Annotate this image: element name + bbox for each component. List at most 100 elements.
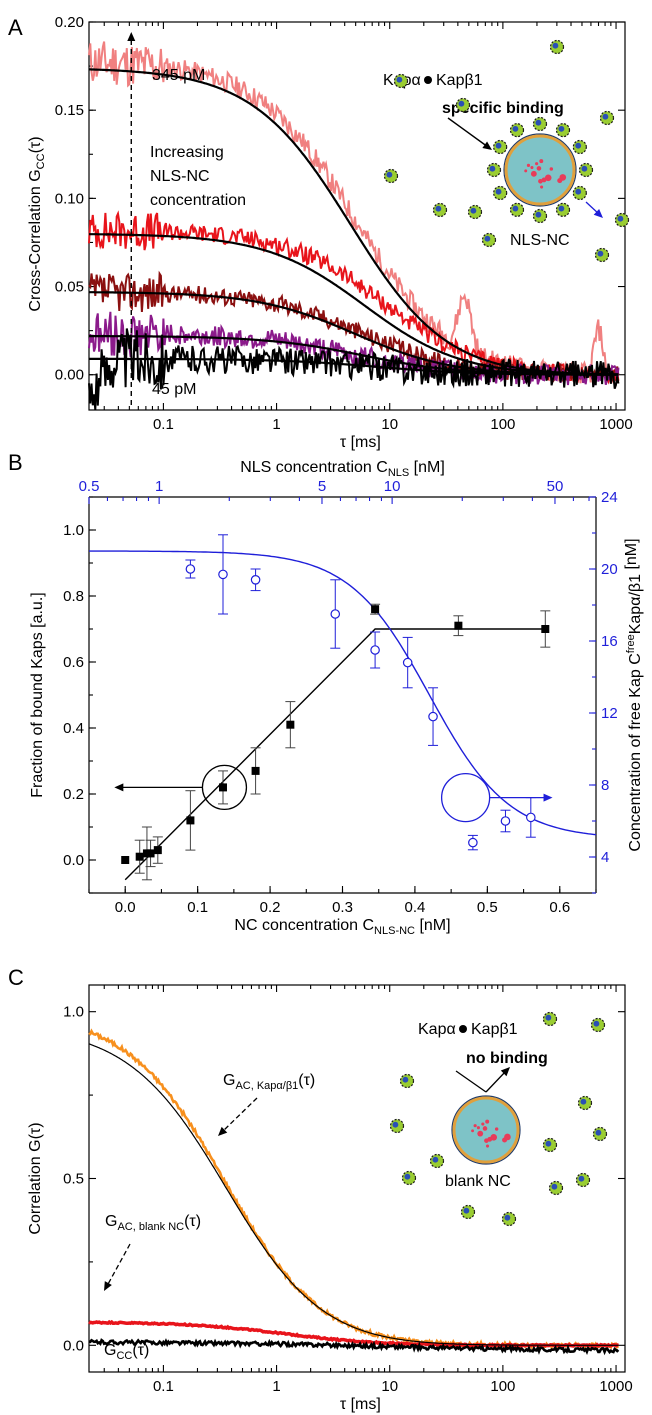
- nc-cargo-dot: [477, 1130, 484, 1137]
- annotation-increasing-2: concentration: [150, 192, 246, 209]
- free-kap-2: [455, 97, 471, 113]
- x-tick-label: 0.2: [260, 899, 281, 916]
- no-binding-line-left: [455, 1070, 487, 1093]
- bound-point: [135, 852, 144, 861]
- nc-cargo-dot: [485, 1119, 490, 1124]
- kap-blue-core: [470, 207, 477, 214]
- free-kap-2: [399, 1073, 415, 1089]
- free-kap-4: [383, 168, 399, 184]
- free-kap-5: [432, 202, 448, 218]
- annotation-bottom-concentration: 45 pM: [152, 381, 196, 398]
- gac-kap-arrow-line: [221, 1097, 258, 1133]
- kap-blue-core: [386, 171, 393, 178]
- free-kap-9: [614, 212, 630, 228]
- nc-cargo-dot: [526, 163, 531, 167]
- bound-kap: [493, 139, 508, 155]
- free-kap-0: [542, 1011, 558, 1027]
- y-tick-label: 0.0: [63, 852, 84, 869]
- x-axis-label: τ [ms]: [340, 434, 381, 451]
- free-point: [185, 564, 196, 574]
- nc-cargo-dot: [485, 1144, 490, 1148]
- top-x-tick-label: 1: [155, 478, 163, 495]
- free-point: [250, 574, 261, 585]
- x-tick-label: 0.4: [404, 899, 425, 916]
- kap-blue-core: [558, 125, 565, 132]
- x-tick-label: 10: [381, 1378, 398, 1395]
- free-kap-9: [575, 1172, 591, 1188]
- kap-blue-core: [402, 1076, 409, 1083]
- bound-kap: [493, 185, 508, 201]
- label-gcc: GCC(τ): [104, 1342, 149, 1362]
- top-x-tick-label: 0.5: [79, 478, 100, 495]
- panel-label-b: B: [8, 450, 23, 475]
- nc-cargo-dot: [544, 174, 552, 182]
- kap-complex-dot: [459, 1025, 467, 1033]
- bound-point: [286, 720, 295, 729]
- x-tick-label: 0.1: [187, 899, 208, 916]
- kap-complex-dot: [424, 76, 432, 84]
- annotation-increasing-0: Increasing: [150, 144, 224, 161]
- nc-cargo-dot: [535, 162, 539, 166]
- kap-blue-core: [435, 205, 442, 212]
- free-kap-6: [577, 1095, 593, 1111]
- nc-cargo-dot: [539, 159, 544, 164]
- free-kap-8: [592, 1126, 608, 1142]
- y-tick-label: 1.0: [63, 522, 84, 539]
- bound-point: [186, 816, 195, 825]
- nc-cargo-dot: [524, 169, 528, 173]
- panel-label-a: A: [8, 15, 23, 40]
- x-tick-label: 0.1: [153, 416, 174, 433]
- binding-arrow-head: [482, 141, 492, 150]
- nc-cargo-dot: [471, 1129, 475, 1133]
- bound-point: [146, 849, 155, 858]
- kap-blue-core: [495, 188, 502, 195]
- x-tick-label: 0.5: [477, 899, 498, 916]
- bound-point: [541, 625, 550, 633]
- kap-blue-core: [484, 235, 491, 242]
- data-series-orange: [88, 1028, 620, 1351]
- bound-point: [371, 605, 380, 614]
- y-axis-label: Cross-Correlation GCC(τ): [27, 136, 47, 311]
- y-tick-label: 0.2: [63, 786, 84, 803]
- free-kap-7: [467, 204, 483, 220]
- free-kap-7: [542, 1137, 558, 1153]
- panel-c: C 0.1 1 10 100 1000 0.0 0.5 1.0 τ [ms] Correlation…: [8, 965, 633, 1413]
- kap-blue-core: [595, 1129, 602, 1136]
- annotation-increasing-1: NLS-NC: [150, 168, 210, 185]
- kap-blue-core: [593, 1020, 600, 1027]
- schematic-particle-label: NLS-NC: [510, 232, 570, 249]
- x-tick-label: 0.6: [549, 899, 570, 916]
- y-axis-label: Fraction of bound Kaps [a.u.]: [29, 592, 46, 797]
- x-tick-label: 100: [490, 416, 515, 433]
- free-kap-8: [594, 247, 610, 263]
- bound-kap: [572, 139, 587, 155]
- x-tick-label: 0.3: [332, 899, 353, 916]
- nc-cargo-dot: [541, 177, 547, 183]
- kap-blue-core: [396, 76, 403, 83]
- kap-blue-core: [504, 1214, 511, 1221]
- kap-blue-core: [392, 1121, 399, 1128]
- kap-blue-core: [575, 188, 582, 195]
- free-kap-5: [429, 1153, 445, 1169]
- nc-cargo-dot: [504, 1133, 511, 1141]
- x-axis-label: τ [ms]: [340, 1396, 381, 1413]
- free-kap-6: [481, 232, 497, 248]
- top-x-axis-label: NLS concentration CNLS [nM]: [240, 459, 445, 479]
- x-tick-label: 1000: [599, 1378, 632, 1395]
- free-kap-3: [599, 110, 615, 126]
- y-tick-label: 0.8: [63, 588, 84, 605]
- x-axis-label: NC concentration CNLS-NC [nM]: [234, 917, 450, 937]
- y-tick-label: 0.00: [55, 367, 84, 384]
- free-series-arrow-head: [543, 793, 553, 802]
- no-binding-arrow-head: [500, 1067, 510, 1077]
- free-point: [526, 812, 536, 823]
- bound-kap: [555, 123, 571, 138]
- x-tick-label: 1: [272, 416, 280, 433]
- kap-blue-core: [458, 100, 465, 107]
- schematic-binding-label: no binding: [466, 1050, 548, 1067]
- y-axis-label: Correlation G(τ): [27, 1122, 44, 1234]
- annotation-top-concentration: 345 pM: [152, 67, 205, 84]
- nc-cargo-dot: [494, 1127, 499, 1131]
- fit-curve: [89, 357, 619, 376]
